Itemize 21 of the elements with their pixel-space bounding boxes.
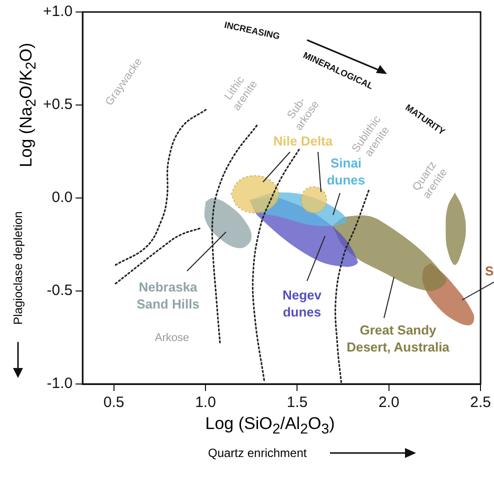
series-label: Negev dunes [282,288,322,320]
text: Quartz enrichment [208,446,307,460]
line-series [114,108,208,266]
y-tick-label: +0.5 [42,96,73,114]
y-tick-label: -0.5 [46,282,73,300]
y-tick-label: 0.0 [52,189,73,206]
y-tick-label: -1.0 [46,375,73,392]
x-axis-title: Log (SiO$_{2}$/Al$_{2}$O$_{3}$) [204,414,336,438]
x-tick-label: 0.5 [103,394,124,412]
series-label: Sinai dunes [326,156,366,188]
text: Great Sandy Desert, Australia [346,322,450,355]
x-tick-label: 2.5 [470,394,492,412]
text: Nebraska Sand Hills [136,280,200,312]
text: S [485,264,494,279]
x-tick-label: 1.0 [195,394,216,412]
text: Nile Delta [273,134,334,149]
text: Plagioclase depletion [11,211,25,325]
x-tick-label: 1.5 [286,394,308,412]
x-tick-label: 2.0 [378,394,400,412]
y-tick-label: +1.0 [42,3,73,20]
annotation: Arkose [154,332,190,344]
